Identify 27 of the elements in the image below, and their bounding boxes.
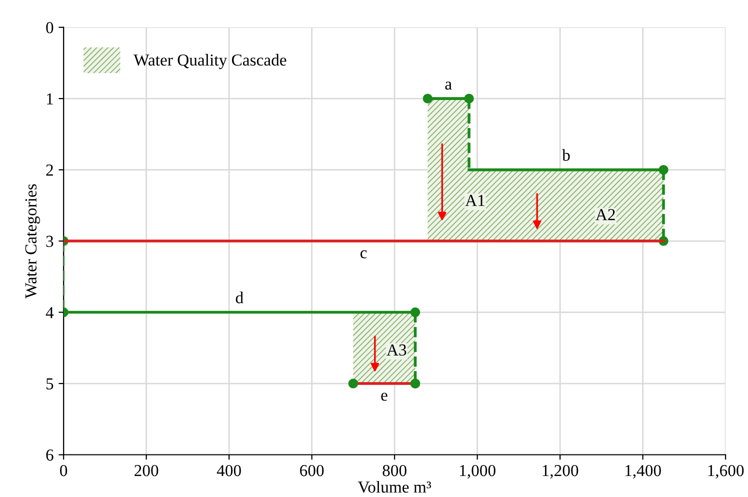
x-tick-label: 1,000 (460, 464, 496, 479)
x-tick-label: 600 (300, 464, 324, 476)
annotation: A2 (596, 209, 615, 220)
x-tick-label: 200 (134, 464, 158, 476)
x-axis-title: Volume m³ (358, 480, 432, 493)
x-tick-label: 800 (382, 464, 406, 476)
y-tick-label: 1 (46, 93, 53, 104)
annotation: a (445, 82, 452, 90)
y-tick-label: 3 (46, 236, 54, 247)
y-tick-label: 6 (46, 450, 54, 461)
x-tick-label: 1,600 (708, 464, 744, 479)
y-tick-label: 4 (46, 307, 54, 318)
annotation: A3 (386, 344, 406, 356)
annotation: c (360, 250, 367, 258)
x-tick-label: 0 (60, 464, 68, 476)
annotation: Water Quality Cascade (134, 54, 286, 70)
y-tick-label: 0 (46, 22, 54, 34)
annotation: A1 (465, 194, 484, 206)
y-axis-title: Water Categories (25, 184, 40, 298)
x-tick-label: 1,400 (626, 464, 661, 479)
x-tick-label: 1,200 (542, 464, 578, 479)
x-tick-label: 400 (216, 464, 241, 476)
y-tick-label: 5 (46, 378, 54, 390)
annotation: b (562, 149, 570, 161)
annotation: d (236, 292, 244, 304)
y-tick-label: 2 (46, 164, 53, 176)
annotation: e (381, 392, 388, 401)
